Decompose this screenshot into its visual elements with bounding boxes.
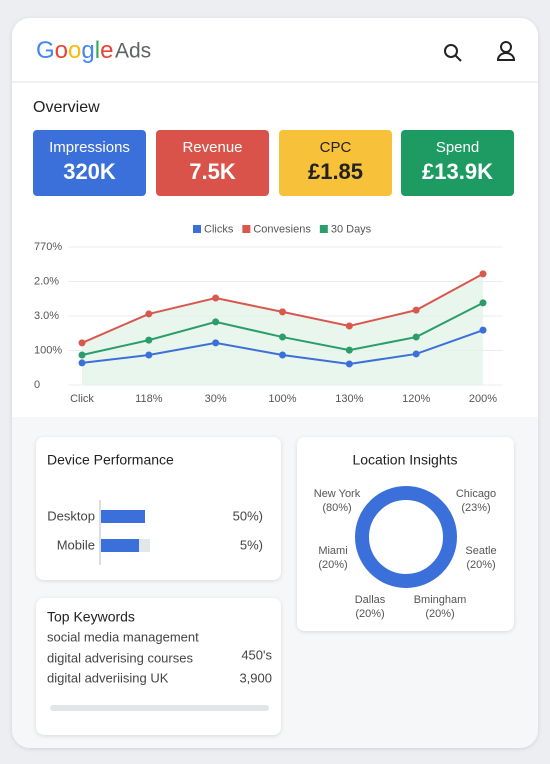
point: [345, 360, 353, 368]
point: [145, 351, 153, 359]
legend-label: Convesiens: [253, 223, 311, 235]
point: [279, 308, 286, 316]
kpi-label: Revenue: [182, 139, 242, 156]
point: [78, 359, 86, 367]
area: [82, 273, 483, 385]
location-share: (20%): [466, 559, 495, 571]
bar: [101, 510, 145, 523]
keyword: digital adverising courses: [47, 650, 193, 665]
legend-swatch: [193, 225, 201, 233]
kpi-label: Impressions: [49, 139, 130, 156]
logo: Google: [36, 37, 113, 64]
location-name: New York: [314, 488, 361, 500]
donut: [355, 486, 457, 588]
card-title: Top Keywords: [47, 609, 135, 625]
kpi-tile: [279, 130, 392, 196]
legend-label: Clicks: [204, 223, 234, 235]
location-name: Miami: [318, 545, 347, 557]
y-tick-label: 100%: [34, 344, 62, 356]
keyword-value: 3,900: [239, 670, 272, 685]
location-name: Dallas: [355, 594, 386, 606]
location-name: Bmingham: [414, 594, 467, 606]
location-share: (80%): [322, 502, 351, 514]
point: [345, 322, 353, 330]
point: [279, 333, 286, 341]
kpi-value: 7.5K: [189, 159, 236, 184]
y-tick-label: 2.0%: [34, 275, 59, 287]
x-tick-label: 118%: [135, 393, 163, 405]
row-label: Desktop: [47, 508, 95, 523]
point: [212, 318, 220, 326]
y-tick-label: 3.0%: [34, 310, 59, 322]
keyword: social media management: [47, 629, 199, 644]
point: [345, 346, 353, 354]
point: [212, 294, 220, 302]
point: [479, 270, 487, 278]
keyword: digital adveriising UK: [47, 670, 169, 685]
x-tick-label: 30%: [205, 393, 227, 405]
kpi-value: £13.9K: [422, 159, 493, 184]
y-tick-label: 770%: [34, 241, 62, 253]
point: [479, 326, 487, 334]
product-name: Ads: [115, 40, 151, 63]
card: [36, 598, 281, 735]
x-tick-label: 100%: [268, 393, 296, 405]
legend-swatch: [319, 225, 328, 233]
kpi-label: Spend: [436, 139, 479, 156]
card-title: Location Insights: [352, 452, 457, 468]
kpi-value: £1.85: [308, 159, 363, 184]
point: [145, 310, 153, 318]
row-value: 50%): [233, 508, 263, 523]
kpi-label: CPC: [320, 139, 352, 156]
x-tick-label: 120%: [402, 393, 430, 405]
row-label: Mobile: [57, 537, 95, 552]
location-name: Chicago: [456, 488, 496, 500]
x-tick-label: Click: [70, 393, 94, 405]
location-name: Seatle: [465, 545, 496, 557]
point: [212, 339, 220, 347]
kpi-tile: [401, 130, 514, 196]
location-share: (20%): [355, 608, 384, 620]
row-value: 5%): [240, 537, 263, 552]
card-title: Device Performance: [47, 452, 174, 468]
point: [145, 336, 153, 344]
account-icon[interactable]: [496, 41, 516, 61]
scrollbar: [50, 705, 269, 711]
section-title: Overview: [33, 99, 100, 116]
search-icon[interactable]: [444, 44, 462, 62]
x-tick-label: 200%: [469, 393, 497, 405]
bar: [101, 539, 139, 552]
point: [78, 339, 86, 347]
point: [412, 306, 420, 314]
location-share: (20%): [425, 608, 454, 620]
point: [479, 299, 487, 307]
legend-swatch: [242, 225, 251, 233]
keyword-value: 450's: [241, 647, 272, 662]
point: [412, 350, 420, 358]
y-tick-label: 0: [34, 379, 40, 391]
kpi-tile: [156, 130, 269, 196]
legend-label: 30 Days: [331, 223, 372, 235]
location-share: (20%): [318, 559, 347, 571]
location-share: (23%): [461, 502, 490, 514]
card: [297, 437, 514, 631]
point: [412, 333, 420, 341]
card: [36, 437, 281, 580]
point: [78, 351, 86, 359]
kpi-tile: [33, 130, 146, 196]
x-tick-label: 130%: [335, 393, 363, 405]
kpi-value: 320K: [63, 159, 116, 184]
point: [279, 351, 286, 359]
